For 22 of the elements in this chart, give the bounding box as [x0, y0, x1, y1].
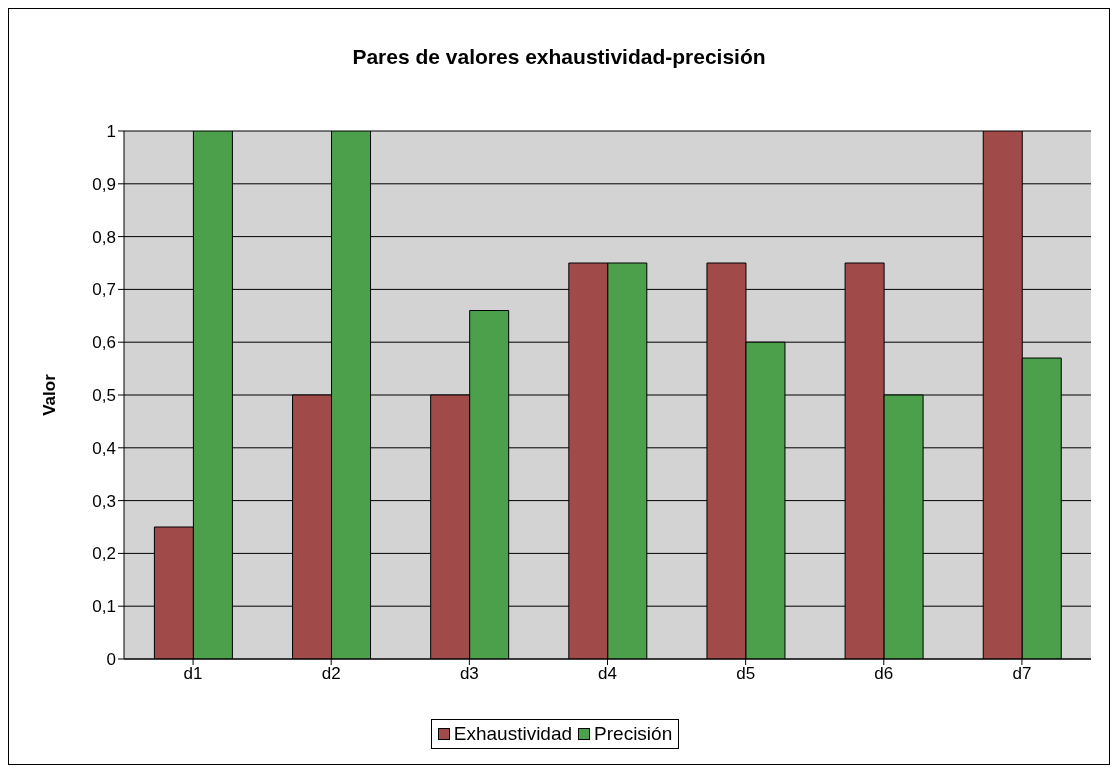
- x-tick-label: d1: [183, 664, 203, 684]
- y-tick-label: 0,3: [92, 491, 116, 511]
- x-tick-label: d2: [321, 664, 341, 684]
- y-tick-label: 0,6: [92, 333, 116, 353]
- y-axis-title: Valor: [40, 373, 60, 416]
- y-tick-label: 0,7: [92, 280, 116, 300]
- x-tick-label: d3: [459, 664, 479, 684]
- y-tick-label: 0,2: [92, 544, 116, 564]
- chart-title: Pares de valores exhaustividad-precisión: [351, 45, 767, 69]
- y-tick-label: 0: [106, 650, 116, 670]
- legend-label: Precisión: [593, 723, 673, 745]
- legend-label: Exhaustividad: [452, 723, 573, 745]
- y-tick-label: 0,4: [92, 438, 116, 458]
- y-tick-label: 1: [106, 122, 116, 142]
- y-tick-label: 0,8: [92, 227, 116, 247]
- y-tick-label: 0,5: [92, 386, 116, 406]
- x-tick-label: d6: [874, 664, 894, 684]
- y-tick-label: 0,1: [92, 597, 116, 617]
- x-tick-label: d7: [1012, 664, 1032, 684]
- x-tick-label: d4: [598, 664, 617, 684]
- y-tick-label: 0,9: [92, 174, 116, 194]
- x-tick-label: d5: [736, 664, 756, 684]
